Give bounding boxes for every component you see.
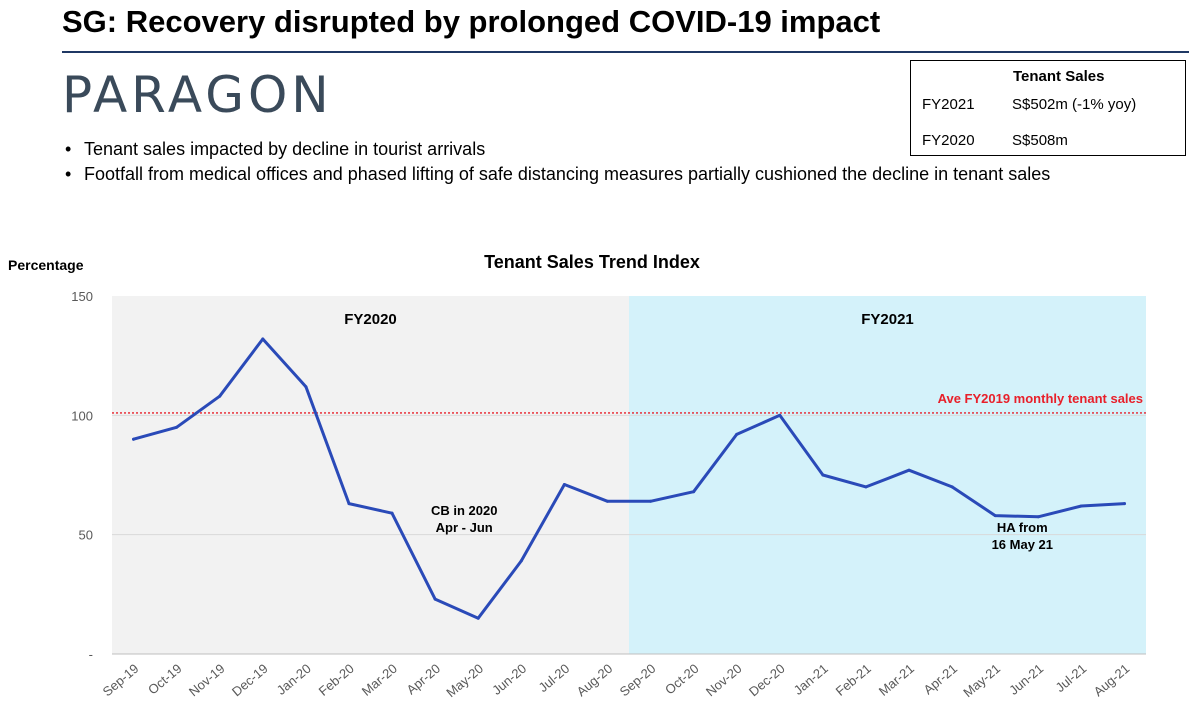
period-band [112,296,629,654]
x-tick-label: Nov-19 [186,661,228,699]
data-point [1079,504,1083,508]
data-point [821,473,825,477]
x-tick-label: Jul-20 [536,661,573,695]
data-point [261,337,265,341]
x-tick-label: Feb-20 [316,661,357,699]
x-tick-label: Aug-20 [574,661,616,699]
page-title: SG: Recovery disrupted by prolonged COVI… [62,4,881,39]
x-tick-label: Dec-20 [746,661,788,699]
data-point [562,483,566,487]
tenant-sales-year: FY2021 [922,96,975,113]
tenant-sales-value: S$502m (-1% yoy) [1012,96,1137,113]
chart-title: Tenant Sales Trend Index [484,252,700,272]
data-point [778,413,782,417]
x-tick-label: Nov-20 [703,661,745,699]
x-tick-label: Feb-21 [833,661,874,699]
data-point [304,385,308,389]
series-line [132,337,1126,620]
bullet-list: Tenant sales impacted by decline in tour… [62,139,1132,189]
x-tick-label: Oct-20 [662,661,702,698]
x-tick-label: Sep-19 [100,661,142,699]
x-tick-label: May-21 [960,661,1003,700]
data-point [1036,515,1040,519]
data-point [476,616,480,620]
x-tick-label: Jan-20 [274,661,314,698]
title-divider [62,51,1189,53]
x-tick-label: Mar-20 [359,661,400,699]
annotation-line: Apr - Jun [436,520,493,535]
data-point [390,511,394,515]
y-axis-label: Percentage [8,257,84,273]
period-label: FY2020 [344,311,397,328]
x-tick-label: Apr-21 [921,661,961,698]
x-tick-label: Sep-20 [617,661,659,699]
data-point [1122,502,1126,506]
data-point [692,490,696,494]
data-point [218,394,222,398]
x-tick-label: Apr-20 [404,661,444,698]
data-point [519,559,523,563]
tenant-sales-row: FY2021 S$502m (-1% yoy) [922,96,1136,113]
period-band [629,296,1146,654]
data-point [907,468,911,472]
data-point [649,499,653,503]
annotation-line: 16 May 21 [992,537,1053,552]
data-point [950,485,954,489]
x-tick-label: Dec-19 [229,661,271,699]
x-tick-label: Jun-21 [1006,661,1046,698]
paragon-logo: PARAGON [62,66,333,124]
data-point [605,499,609,503]
bullet-item: Tenant sales impacted by decline in tour… [62,139,1132,160]
tenant-sales-header: Tenant Sales [1013,68,1105,85]
data-point [864,485,868,489]
data-point [132,437,136,441]
data-point [735,432,739,436]
y-tick-label: 50 [79,528,93,543]
y-tick-label: - [89,647,93,662]
data-point [993,514,997,518]
data-point [433,597,437,601]
annotation-line: CB in 2020 [431,503,497,518]
bullet-item: Footfall from medical offices and phased… [62,164,1132,185]
x-tick-label: Jul-21 [1053,661,1090,695]
x-tick-label: Aug-21 [1091,661,1133,699]
x-tick-label: Jun-20 [489,661,529,698]
data-point [175,425,179,429]
period-label: FY2021 [861,311,914,328]
x-tick-label: Jan-21 [791,661,831,698]
y-tick-label: 100 [71,408,93,423]
x-tick-label: May-20 [443,661,486,700]
annotation-line: HA from [997,520,1048,535]
reference-line-label: Ave FY2019 monthly tenant sales [938,391,1143,406]
data-point [347,502,351,506]
y-tick-label: 150 [71,289,93,304]
x-tick-label: Oct-19 [145,661,185,698]
x-tick-label: Mar-21 [876,661,917,699]
